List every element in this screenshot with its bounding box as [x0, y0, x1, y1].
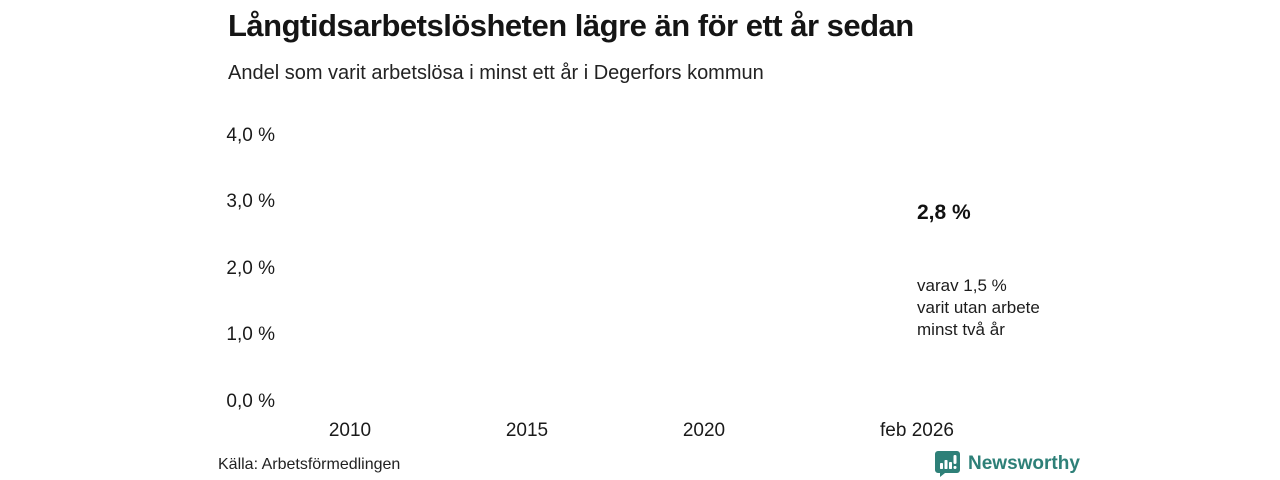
page-title: Långtidsarbetslösheten lägre än för ett … [228, 8, 914, 43]
series-end-value-label: 2,8 % [917, 201, 971, 224]
newsworthy-logo-icon [934, 450, 961, 478]
source-attribution: Källa: Arbetsförmedlingen [218, 456, 401, 473]
x-axis-tick-2015: 2015 [505, 420, 549, 441]
y-axis-tick-3: 3,0 % [226, 191, 275, 212]
y-axis-tick-4: 4,0 % [226, 125, 275, 146]
y-axis-tick-1: 1,0 % [226, 324, 275, 345]
area-chart-canvas [280, 103, 911, 409]
newsworthy-wordmark: Newsworthy [968, 453, 1080, 474]
page-subtitle: Andel som varit arbetslösa i minst ett å… [228, 62, 764, 84]
x-axis-tick-2020: 2020 [682, 420, 726, 441]
x-axis-tick-feb-2026: feb 2026 [880, 420, 954, 441]
newsworthy-brand: Newsworthy [934, 450, 1080, 478]
y-axis-tick-2: 2,0 % [226, 258, 275, 279]
secondary-series-annotation: varav 1,5 % varit utan arbete minst två … [917, 276, 1040, 339]
y-axis-tick-0: 0,0 % [226, 391, 275, 412]
x-axis-tick-2010: 2010 [328, 420, 372, 441]
